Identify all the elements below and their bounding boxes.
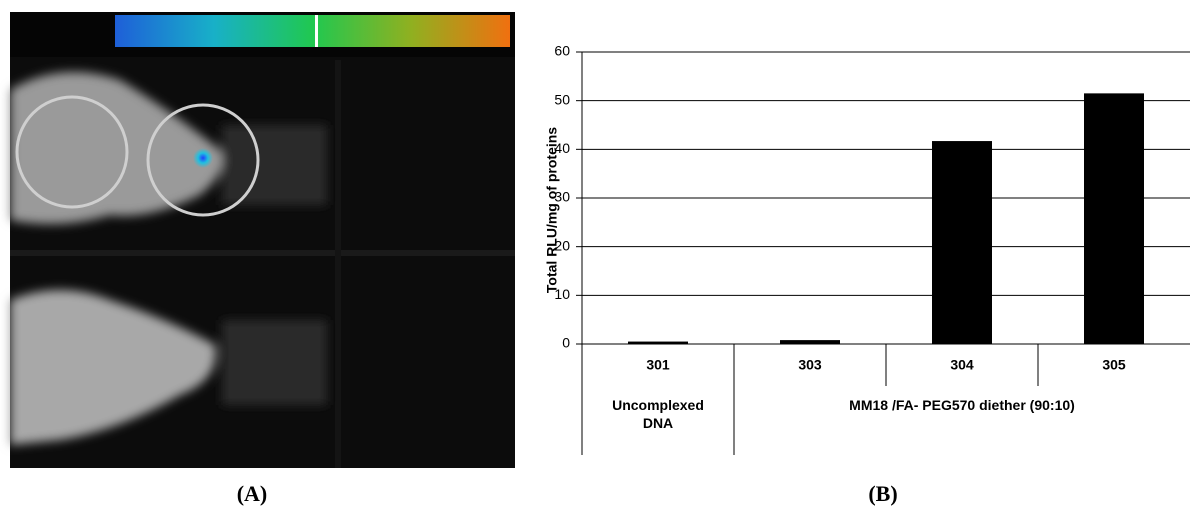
x-tick-label: 305 bbox=[1102, 357, 1126, 373]
y-tick-label: 0 bbox=[562, 335, 570, 351]
figure: (A) (B) Total RLU/mg of proteins 0102030… bbox=[0, 0, 1198, 520]
x-tick-label: 301 bbox=[646, 357, 670, 373]
group-label-box: Uncomplexed DNA bbox=[603, 396, 713, 446]
y-tick-label: 10 bbox=[554, 286, 570, 302]
x-tick-label: 303 bbox=[798, 357, 822, 373]
bar bbox=[1084, 93, 1144, 344]
y-tick-label: 30 bbox=[554, 189, 570, 205]
group-label-box: MM18 /FA- PEG570 diether (90:10) bbox=[744, 396, 1180, 446]
panel-label: (A) bbox=[237, 481, 268, 506]
bar bbox=[780, 340, 840, 344]
y-tick-label: 50 bbox=[554, 91, 570, 107]
panel-label: (B) bbox=[868, 481, 897, 506]
x-tick-label: 304 bbox=[950, 357, 974, 373]
bar bbox=[628, 342, 688, 344]
group-label: MM18 /FA- PEG570 diether (90:10) bbox=[744, 396, 1180, 414]
y-tick-label: 20 bbox=[554, 237, 570, 253]
group-label: Uncomplexed DNA bbox=[603, 396, 713, 432]
y-tick-label: 60 bbox=[554, 43, 570, 59]
page: (A) (B) Total RLU/mg of proteins 0102030… bbox=[0, 0, 1198, 520]
y-tick-label: 40 bbox=[554, 140, 570, 156]
bar bbox=[932, 141, 992, 344]
photo bbox=[10, 12, 515, 468]
